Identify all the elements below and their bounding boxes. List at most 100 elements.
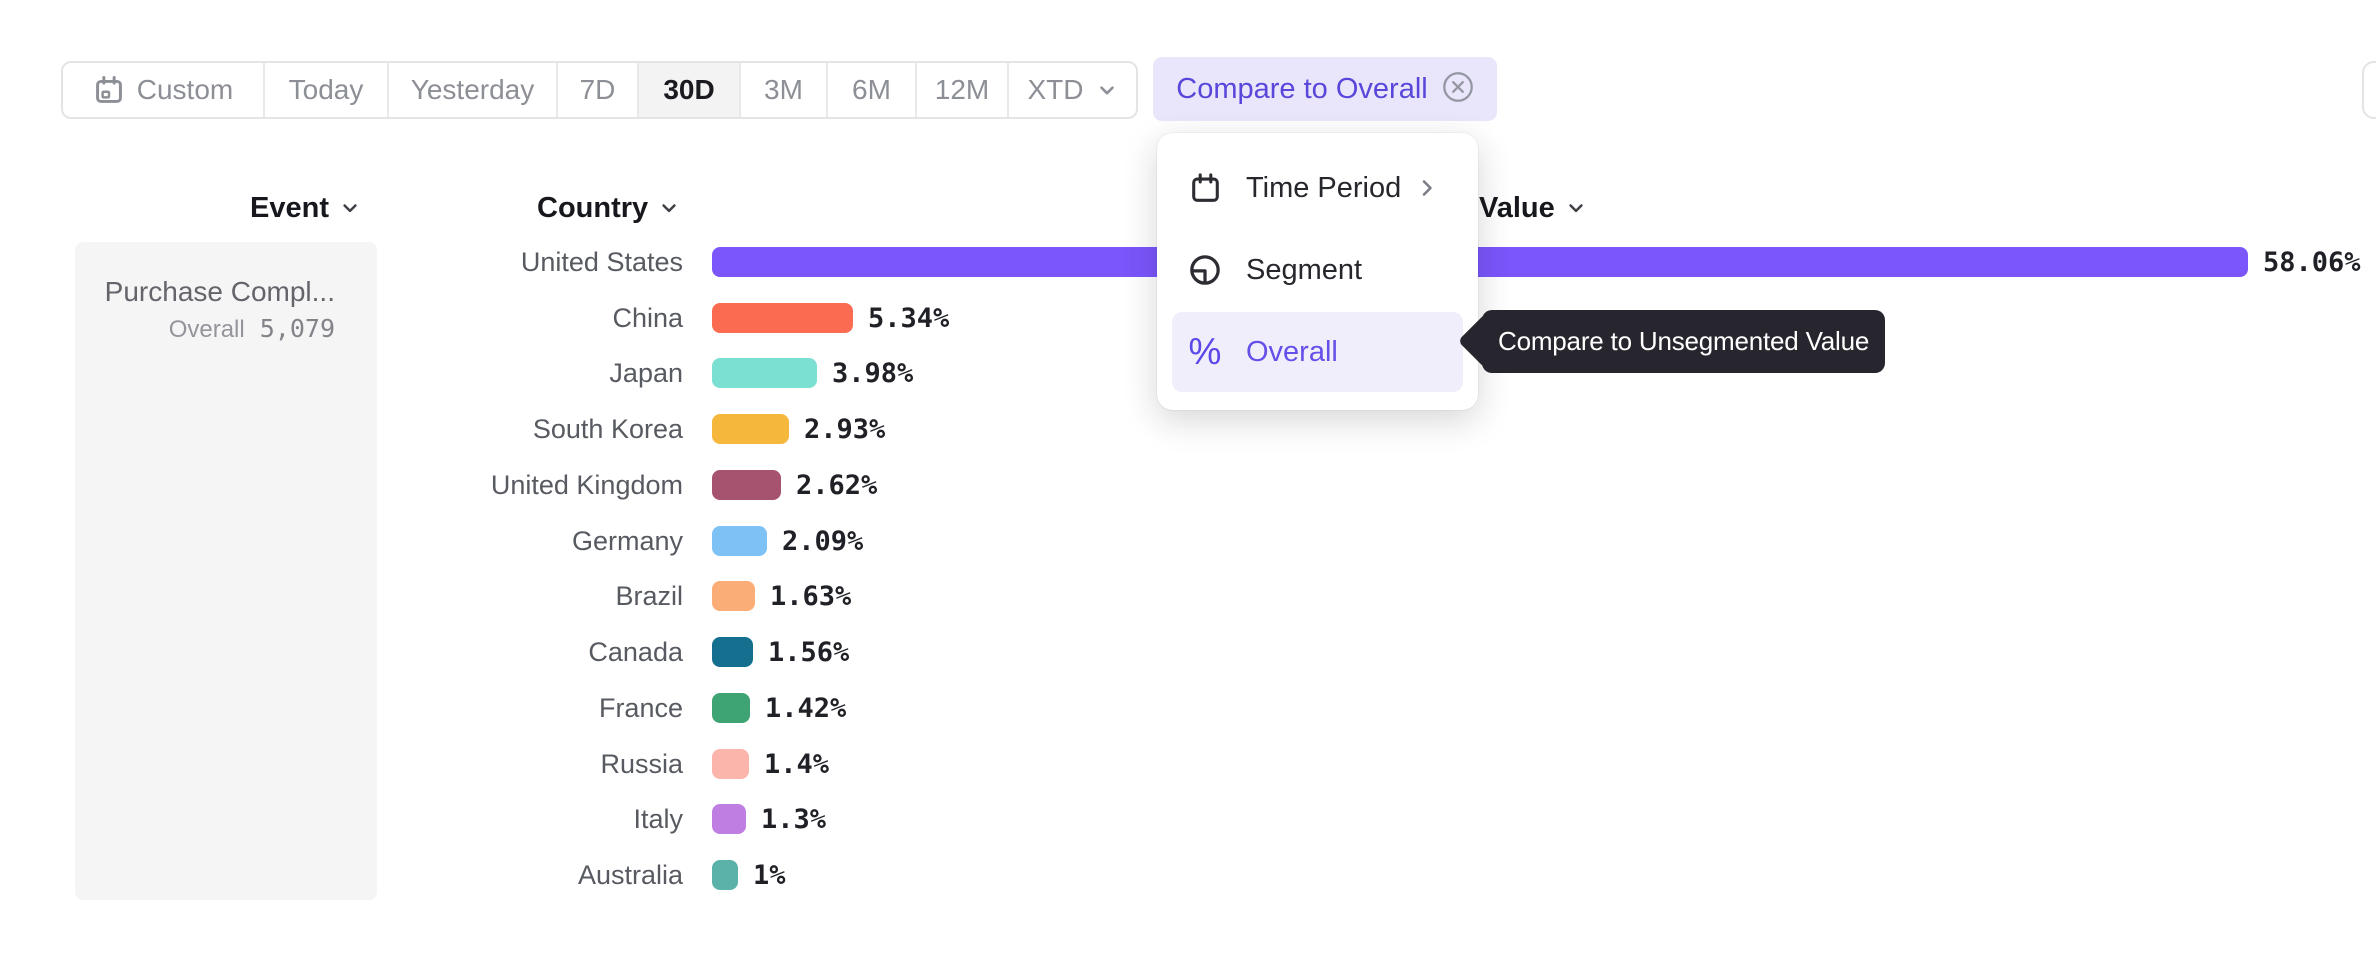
date-range-7d-button[interactable]: 7D: [558, 63, 639, 117]
compare-to-overall-chip[interactable]: Compare to Overall: [1153, 57, 1497, 121]
country-label: South Korea: [532, 413, 683, 444]
menu-item-label: Time Period: [1246, 171, 1402, 204]
value-bar[interactable]: [712, 470, 781, 500]
compare-dropdown-menu: Time Period Segment% Overall: [1157, 133, 1478, 410]
date-range-label: 30D: [663, 74, 715, 105]
country-label: Italy: [633, 803, 683, 834]
menu-item-time-period[interactable]: Time Period: [1172, 148, 1463, 228]
value-bar[interactable]: [712, 358, 817, 388]
menu-item-label: Segment: [1246, 253, 1363, 286]
percent-icon: %: [1188, 331, 1222, 372]
menu-item-segment[interactable]: Segment: [1172, 230, 1463, 310]
calendar-icon: [95, 75, 122, 103]
value-label: 1%: [753, 859, 786, 891]
chart-row: Australia 1%: [383, 859, 786, 891]
value-label: 3.98%: [832, 357, 914, 389]
chevron-right-icon: [1422, 180, 1432, 196]
date-range-xtd-button[interactable]: XTD: [1009, 63, 1136, 117]
value-bar[interactable]: [712, 526, 767, 556]
chart-row: Italy 1.3%: [383, 803, 827, 835]
date-range-30d-button[interactable]: 30D: [639, 63, 741, 117]
event-name: Purchase Compl...: [104, 276, 335, 307]
date-range-today-button[interactable]: Today: [265, 63, 389, 117]
close-icon: [1442, 71, 1473, 102]
chevron-down-icon: [1099, 86, 1114, 95]
country-label: Germany: [571, 525, 683, 556]
value-bar[interactable]: [712, 581, 755, 611]
chart-row: China 5.34%: [383, 302, 950, 334]
event-overall-value: 5,079: [259, 314, 335, 343]
clipped-button-fragment[interactable]: [2362, 61, 2376, 119]
value-bar[interactable]: [712, 303, 853, 333]
country-label: Canada: [588, 636, 683, 667]
value-header-label: Value: [1479, 191, 1555, 224]
chart-row: South Korea 2.93%: [383, 413, 886, 445]
value-label: 2.09%: [782, 525, 864, 557]
value-bar[interactable]: [712, 637, 753, 667]
value-label: 1.42%: [765, 692, 847, 724]
value-bar[interactable]: [712, 749, 749, 779]
country-label: Australia: [577, 859, 683, 890]
chevron-down-icon: [662, 204, 676, 213]
date-range-label: Yesterday: [410, 74, 535, 105]
date-range-12m-button[interactable]: 12M: [917, 63, 1009, 117]
chart-row: France 1.42%: [383, 692, 847, 724]
value-label: 58.06%: [2263, 246, 2361, 278]
country-label: Brazil: [615, 580, 683, 611]
value-bar[interactable]: [712, 693, 750, 723]
value-label: 1.4%: [764, 748, 830, 780]
value-label: 2.62%: [796, 469, 878, 501]
tooltip: Compare to Unsegmented Value: [1457, 310, 1886, 373]
event-header-label: Event: [250, 191, 329, 224]
value-bar[interactable]: [712, 804, 746, 834]
chart-row: Germany 2.09%: [383, 525, 864, 557]
date-range-yesterday-button[interactable]: Yesterday: [389, 63, 558, 117]
date-range-label: 12M: [934, 74, 990, 105]
chevron-down-icon: [343, 204, 357, 213]
segment-icon: [1190, 255, 1220, 285]
value-label: 5.34%: [868, 302, 950, 334]
calendar-icon: [1191, 172, 1219, 202]
value-bar[interactable]: [712, 414, 789, 444]
country-label: Japan: [609, 357, 683, 388]
country-label: United States: [520, 246, 683, 277]
value-label: 1.63%: [770, 580, 852, 612]
chart-row: Canada 1.56%: [383, 636, 850, 668]
chart-row: United Kingdom 2.62%: [383, 469, 878, 501]
value-bar[interactable]: [712, 860, 738, 890]
chart-row: Japan 3.98%: [383, 357, 914, 389]
chart-row: United States 58.06%: [383, 246, 2361, 278]
date-range-label: Today: [288, 74, 364, 105]
value-label: 2.93%: [804, 413, 886, 445]
date-range-3m-button[interactable]: 3M: [741, 63, 828, 117]
compare-chip-label: Compare to Overall: [1176, 72, 1428, 105]
column-header-event[interactable]: Event: [250, 191, 360, 224]
menu-item-label: Overall: [1246, 335, 1338, 368]
close-icon[interactable]: [1442, 71, 1474, 108]
value-bar[interactable]: [712, 247, 2248, 277]
menu-item-overall[interactable]: % Overall: [1172, 312, 1463, 392]
tooltip-text: Compare to Unsegmented Value: [1498, 326, 1870, 356]
date-range-label: Custom: [136, 74, 234, 105]
chevron-down-icon: [1569, 204, 1583, 213]
date-range-label: 6M: [852, 74, 891, 105]
chart-row: Brazil 1.63%: [383, 580, 852, 612]
date-range-toolbar: Custom Today Yesterday 7D 30D 3M 6M 12M XTD: [61, 61, 1138, 119]
country-label: Russia: [600, 748, 683, 779]
date-range-label: 3M: [764, 74, 803, 105]
country-header-label: Country: [537, 191, 649, 224]
column-header-country[interactable]: Country: [537, 191, 679, 224]
chart-row: Russia 1.4%: [383, 748, 830, 780]
column-header-value[interactable]: Value: [1479, 191, 1586, 224]
country-label: China: [612, 302, 683, 333]
value-label: 1.3%: [761, 803, 827, 835]
event-card[interactable]: Purchase Compl... Overall 5,079: [75, 242, 377, 900]
event-overall-label: Overall: [168, 316, 245, 343]
date-range-label: XTD: [1027, 74, 1084, 105]
country-label: France: [598, 692, 683, 723]
value-label: 1.56%: [768, 636, 850, 668]
date-range-custom-button[interactable]: Custom: [63, 63, 265, 117]
date-range-6m-button[interactable]: 6M: [828, 63, 917, 117]
date-range-label: 7D: [579, 74, 616, 105]
country-label: United Kingdom: [490, 469, 683, 500]
